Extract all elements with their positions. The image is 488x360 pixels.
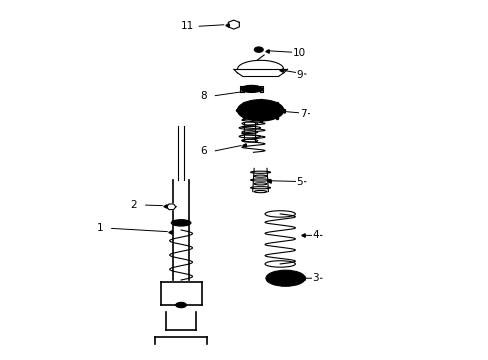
Text: 8: 8 (200, 91, 206, 101)
Text: 9: 9 (296, 69, 303, 80)
Ellipse shape (171, 220, 190, 226)
Ellipse shape (254, 47, 263, 52)
Ellipse shape (247, 87, 255, 90)
Text: 11: 11 (181, 21, 194, 31)
Text: 7: 7 (300, 109, 306, 119)
Text: 6: 6 (200, 147, 206, 157)
Ellipse shape (252, 106, 268, 115)
Ellipse shape (175, 302, 186, 308)
Text: 5: 5 (296, 177, 303, 187)
Ellipse shape (241, 85, 262, 93)
Text: 3: 3 (312, 273, 319, 283)
Ellipse shape (274, 274, 296, 282)
Ellipse shape (265, 270, 305, 286)
Ellipse shape (237, 100, 283, 121)
Polygon shape (228, 20, 239, 29)
Polygon shape (166, 204, 176, 210)
Text: 4: 4 (312, 230, 319, 240)
Text: 10: 10 (293, 48, 306, 58)
Text: 1: 1 (96, 223, 103, 233)
Text: 2: 2 (130, 200, 137, 210)
